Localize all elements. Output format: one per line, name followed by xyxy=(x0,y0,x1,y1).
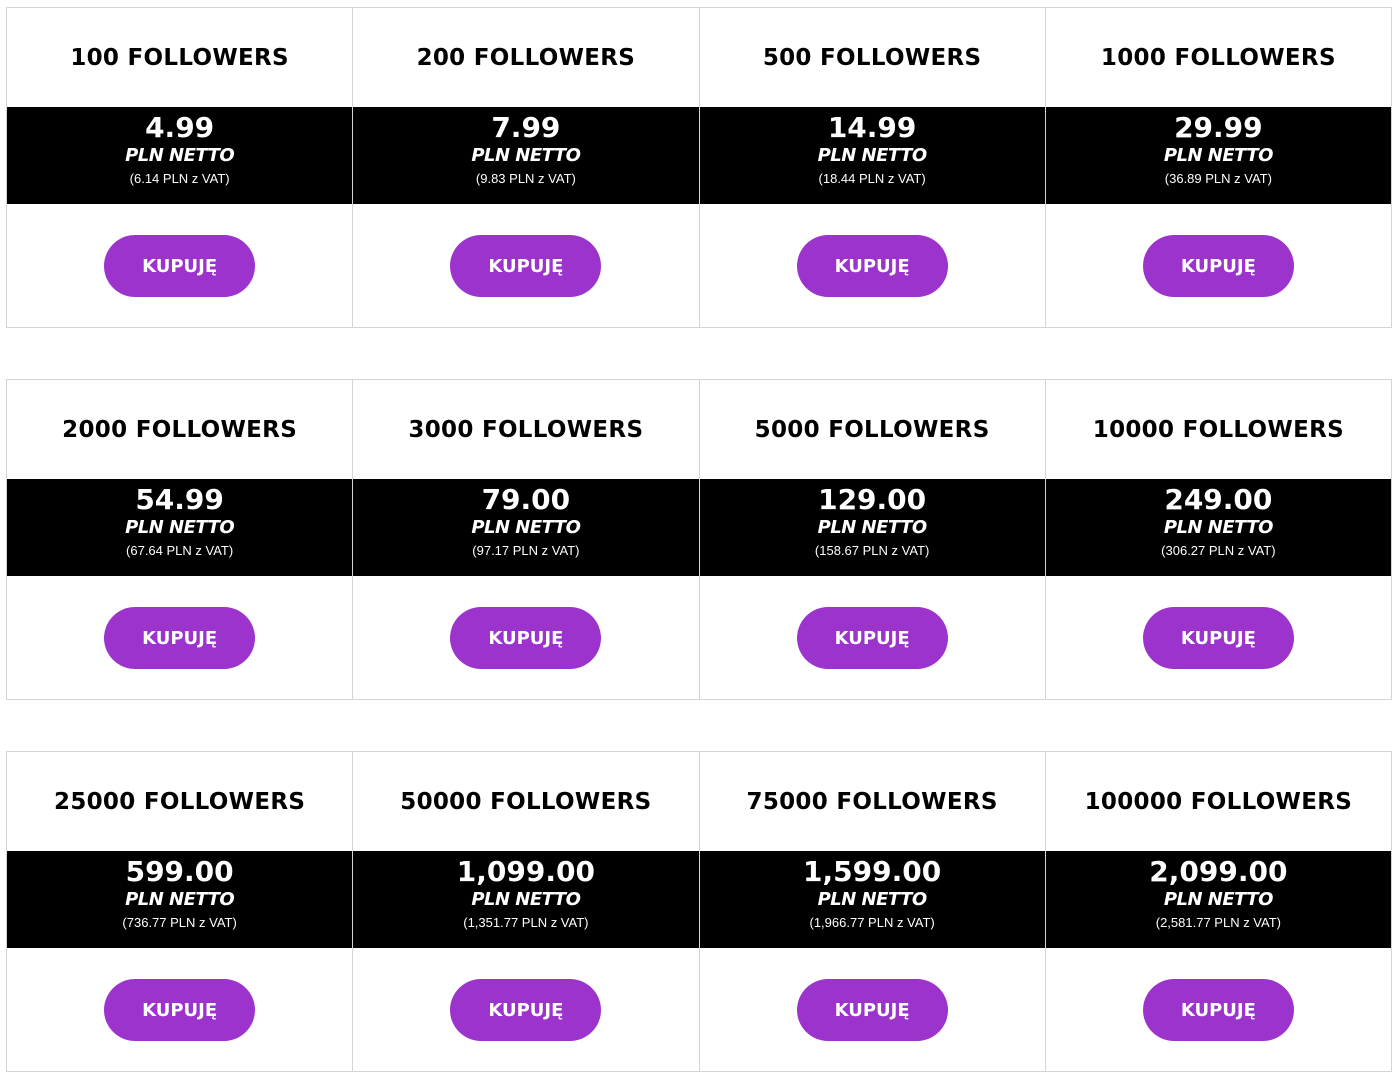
price-unit: PLN NETTO xyxy=(125,889,235,910)
pricing-card: 5000 FOLLOWERS 129.00 PLN NETTO (158.67 … xyxy=(699,380,1046,699)
price-amount: 7.99 xyxy=(491,111,561,144)
price-block: 2,099.00 PLN NETTO (2,581.77 PLN z VAT) xyxy=(1045,851,1391,948)
price-with-vat: (9.83 PLN z VAT) xyxy=(475,171,576,186)
pricing-card: 2000 FOLLOWERS 54.99 PLN NETTO (67.64 PL… xyxy=(7,380,354,699)
price-amount: 4.99 xyxy=(145,111,215,144)
price-unit: PLN NETTO xyxy=(1163,145,1274,166)
card-footer: KUPUJĘ xyxy=(353,948,698,1071)
price-with-vat: (97.17 PLN z VAT) xyxy=(472,543,580,558)
price-block: 14.99 PLN NETTO (18.44 PLN z VAT) xyxy=(699,107,1045,204)
buy-button[interactable]: KUPUJĘ xyxy=(796,235,948,297)
pricing-card: 200 FOLLOWERS 7.99 PLN NETTO (9.83 PLN z… xyxy=(353,8,700,327)
buy-button[interactable]: KUPUJĘ xyxy=(104,979,256,1041)
package-title: 5000 FOLLOWERS xyxy=(754,416,990,443)
buy-button[interactable]: KUPUJĘ xyxy=(104,607,256,669)
pricing-card: 1000 FOLLOWERS 29.99 PLN NETTO (36.89 PL… xyxy=(1045,8,1391,327)
price-unit: PLN NETTO xyxy=(125,517,235,538)
pricing-card: 25000 FOLLOWERS 599.00 PLN NETTO (736.77… xyxy=(7,752,354,1071)
buy-button[interactable]: KUPUJĘ xyxy=(1142,235,1294,297)
price-amount: 2,099.00 xyxy=(1149,855,1288,888)
pricing-card: 50000 FOLLOWERS 1,099.00 PLN NETTO (1,35… xyxy=(353,752,700,1071)
price-with-vat: (6.14 PLN z VAT) xyxy=(129,171,230,186)
price-amount: 1,599.00 xyxy=(803,855,942,888)
price-block: 4.99 PLN NETTO (6.14 PLN z VAT) xyxy=(7,107,353,204)
price-amount: 14.99 xyxy=(827,111,917,144)
card-footer: KUPUJĘ xyxy=(7,204,352,327)
card-footer: KUPUJĘ xyxy=(700,204,1045,327)
pricing-card: 75000 FOLLOWERS 1,599.00 PLN NETTO (1,96… xyxy=(699,752,1046,1071)
pricing-card: 10000 FOLLOWERS 249.00 PLN NETTO (306.27… xyxy=(1045,380,1391,699)
price-with-vat: (158.67 PLN z VAT) xyxy=(814,543,930,558)
buy-button[interactable]: KUPUJĘ xyxy=(1142,979,1294,1041)
package-title: 2000 FOLLOWERS xyxy=(62,416,298,443)
price-unit: PLN NETTO xyxy=(817,145,928,166)
price-block: 7.99 PLN NETTO (9.83 PLN z VAT) xyxy=(353,107,699,204)
buy-button[interactable]: KUPUJĘ xyxy=(796,607,948,669)
card-footer: KUPUJĘ xyxy=(700,576,1045,699)
price-with-vat: (18.44 PLN z VAT) xyxy=(818,171,926,186)
price-amount: 249.00 xyxy=(1164,483,1273,516)
price-with-vat: (2,581.77 PLN z VAT) xyxy=(1155,915,1281,930)
price-block: 1,099.00 PLN NETTO (1,351.77 PLN z VAT) xyxy=(353,851,699,948)
price-amount: 54.99 xyxy=(135,483,224,516)
package-title: 3000 FOLLOWERS xyxy=(408,416,644,443)
card-footer: KUPUJĘ xyxy=(7,576,352,699)
price-amount: 1,099.00 xyxy=(456,855,595,888)
price-block: 599.00 PLN NETTO (736.77 PLN z VAT) xyxy=(7,851,353,948)
pricing-row: 100 FOLLOWERS 4.99 PLN NETTO (6.14 PLN z… xyxy=(6,7,1392,328)
price-block: 79.00 PLN NETTO (97.17 PLN z VAT) xyxy=(353,479,699,576)
package-title: 200 FOLLOWERS xyxy=(416,44,636,71)
price-amount: 79.00 xyxy=(481,483,571,516)
price-with-vat: (1,351.77 PLN z VAT) xyxy=(463,915,589,930)
price-amount: 129.00 xyxy=(818,483,927,516)
price-with-vat: (67.64 PLN z VAT) xyxy=(126,543,234,558)
package-title: 50000 FOLLOWERS xyxy=(400,788,652,815)
package-title: 500 FOLLOWERS xyxy=(762,44,982,71)
buy-button[interactable]: KUPUJĘ xyxy=(104,235,256,297)
card-footer: KUPUJĘ xyxy=(1046,576,1391,699)
card-footer: KUPUJĘ xyxy=(353,204,698,327)
package-title: 75000 FOLLOWERS xyxy=(746,788,998,815)
price-block: 1,599.00 PLN NETTO (1,966.77 PLN z VAT) xyxy=(699,851,1045,948)
pricing-card: 100 FOLLOWERS 4.99 PLN NETTO (6.14 PLN z… xyxy=(7,8,354,327)
price-unit: PLN NETTO xyxy=(471,889,581,910)
package-title: 100 FOLLOWERS xyxy=(70,44,289,71)
price-unit: PLN NETTO xyxy=(817,517,928,538)
pricing-row: 25000 FOLLOWERS 599.00 PLN NETTO (736.77… xyxy=(6,751,1392,1072)
buy-button[interactable]: KUPUJĘ xyxy=(450,235,602,297)
card-footer: KUPUJĘ xyxy=(1046,948,1391,1071)
price-block: 129.00 PLN NETTO (158.67 PLN z VAT) xyxy=(699,479,1045,576)
price-unit: PLN NETTO xyxy=(1163,889,1274,910)
price-block: 29.99 PLN NETTO (36.89 PLN z VAT) xyxy=(1045,107,1391,204)
price-unit: PLN NETTO xyxy=(817,889,928,910)
package-title: 1000 FOLLOWERS xyxy=(1100,44,1336,71)
price-with-vat: (736.77 PLN z VAT) xyxy=(122,915,237,930)
price-block: 249.00 PLN NETTO (306.27 PLN z VAT) xyxy=(1045,479,1391,576)
buy-button[interactable]: KUPUJĘ xyxy=(450,979,602,1041)
price-block: 54.99 PLN NETTO (67.64 PLN z VAT) xyxy=(7,479,353,576)
card-footer: KUPUJĘ xyxy=(700,948,1045,1071)
price-unit: PLN NETTO xyxy=(1163,517,1274,538)
card-footer: KUPUJĘ xyxy=(1046,204,1391,327)
price-with-vat: (1,966.77 PLN z VAT) xyxy=(809,915,935,930)
pricing-card: 500 FOLLOWERS 14.99 PLN NETTO (18.44 PLN… xyxy=(699,8,1046,327)
card-footer: KUPUJĘ xyxy=(353,576,698,699)
price-amount: 599.00 xyxy=(125,855,234,888)
pricing-card: 100000 FOLLOWERS 2,099.00 PLN NETTO (2,5… xyxy=(1045,752,1391,1071)
package-title: 10000 FOLLOWERS xyxy=(1092,416,1344,443)
pricing-card: 3000 FOLLOWERS 79.00 PLN NETTO (97.17 PL… xyxy=(353,380,700,699)
card-footer: KUPUJĘ xyxy=(7,948,352,1071)
price-unit: PLN NETTO xyxy=(125,145,235,166)
buy-button[interactable]: KUPUJĘ xyxy=(796,979,948,1041)
buy-button[interactable]: KUPUJĘ xyxy=(450,607,602,669)
price-unit: PLN NETTO xyxy=(471,517,581,538)
package-title: 100000 FOLLOWERS xyxy=(1084,788,1353,815)
price-with-vat: (306.27 PLN z VAT) xyxy=(1161,543,1276,558)
price-unit: PLN NETTO xyxy=(471,145,581,166)
pricing-row: 2000 FOLLOWERS 54.99 PLN NETTO (67.64 PL… xyxy=(6,379,1392,700)
buy-button[interactable]: KUPUJĘ xyxy=(1142,607,1294,669)
package-title: 25000 FOLLOWERS xyxy=(54,788,306,815)
price-amount: 29.99 xyxy=(1174,111,1263,144)
price-with-vat: (36.89 PLN z VAT) xyxy=(1164,171,1272,186)
